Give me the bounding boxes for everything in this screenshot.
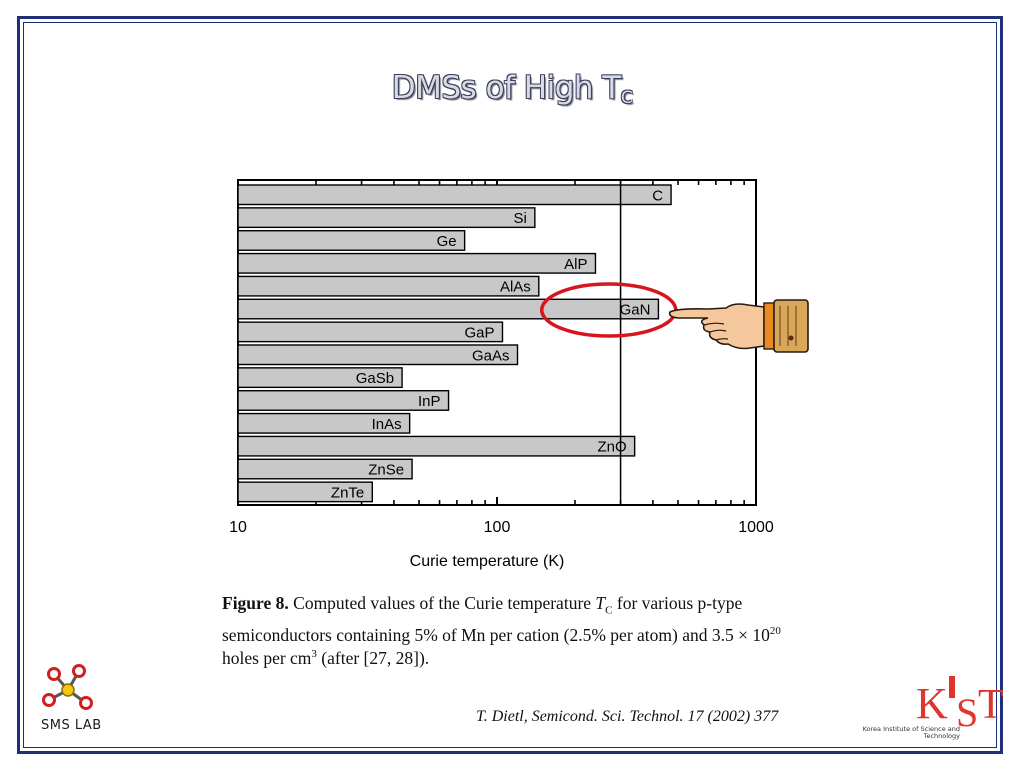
bar-alas [237,275,540,297]
kist-logo-icon: K S T [916,676,1004,732]
bar-gaas [237,344,519,366]
svg-text:T: T [978,682,1004,728]
caption-text-4: (after [27, 28]). [321,648,430,669]
caption-text-1: Computed values of the Curie temperature [293,593,592,613]
bar-label-inas: InAs [372,416,402,433]
bar-si [237,207,536,229]
bar-gan [237,298,660,320]
x-tick-label: 10 [229,519,247,536]
slide-title-sub: C [620,88,633,108]
bar-label-inp: InP [418,393,441,410]
caption-exponent: 20 [769,624,781,637]
pointing-hand-icon [668,299,809,353]
slide-frame-outer [17,16,1003,754]
bar-znse [237,458,413,480]
bar-znte [237,481,373,503]
x-tick-label: 1000 [738,519,774,536]
bar-c [237,184,672,206]
bar-zno [237,435,636,457]
bar-label-znse: ZnSe [368,462,404,479]
citation: T. Dietl, Semicond. Sci. Technol. 17 (20… [476,708,779,725]
figure-caption: Figure 8. Computed values of the Curie t… [222,593,782,668]
slide-frame-inner [23,22,997,748]
caption-label: Figure 8. [222,593,289,613]
svg-text:K: K [916,679,948,728]
slide-title: DMSs of High TC [0,70,1024,108]
bar-label-alp: AlP [564,256,587,273]
bar-alp [237,252,597,274]
bar-label-zno: ZnO [597,439,626,456]
slide-title-main: DMSs of High T [391,70,622,106]
bar-label-znte: ZnTe [331,484,364,501]
bar-label-alas: AlAs [500,279,531,296]
bar-gasb [237,367,403,389]
bar-label-gan: GaN [620,302,651,319]
svg-text:S: S [956,690,978,732]
caption-tc: T [595,593,606,613]
bar-inp [237,390,450,411]
caption-cm-exponent: 3 [311,648,317,661]
x-axis-label: Curie temperature (K) [410,553,565,570]
bar-label-gasb: GaSb [356,370,394,387]
molecule-logo-icon [42,664,93,710]
bar-label-gap: GaP [464,324,494,341]
bar-inas [237,412,411,434]
caption-tc-sub: C [605,604,613,617]
bar-gap [237,321,504,343]
bar-label-gaas: GaAs [472,347,510,364]
bar-label-c: C [652,187,663,204]
bar-label-ge: Ge [437,233,457,250]
sms-lab-logo-text: SMS LAB [41,718,102,733]
caption-text-2: for various p-type semiconductors contai… [222,593,770,645]
x-tick-label: 100 [484,519,511,536]
caption-text-3: holes per cm [222,648,312,669]
bar-label-si: Si [514,210,527,227]
bar-ge [237,230,466,251]
kist-subtitle: Korea Institute of Science and Technolog… [862,725,960,740]
